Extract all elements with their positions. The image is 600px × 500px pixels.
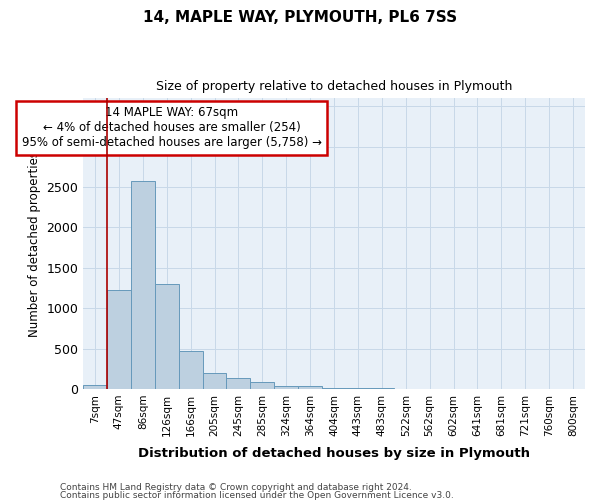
Text: Contains public sector information licensed under the Open Government Licence v3: Contains public sector information licen… xyxy=(60,491,454,500)
Bar xyxy=(298,386,322,389)
Bar xyxy=(83,385,107,389)
Bar xyxy=(179,351,203,389)
Text: Contains HM Land Registry data © Crown copyright and database right 2024.: Contains HM Land Registry data © Crown c… xyxy=(60,484,412,492)
Bar xyxy=(226,378,250,389)
Y-axis label: Number of detached properties: Number of detached properties xyxy=(28,150,41,336)
Text: 14, MAPLE WAY, PLYMOUTH, PL6 7SS: 14, MAPLE WAY, PLYMOUTH, PL6 7SS xyxy=(143,10,457,25)
Text: 14 MAPLE WAY: 67sqm
← 4% of detached houses are smaller (254)
95% of semi-detach: 14 MAPLE WAY: 67sqm ← 4% of detached hou… xyxy=(22,106,322,150)
X-axis label: Distribution of detached houses by size in Plymouth: Distribution of detached houses by size … xyxy=(138,447,530,460)
Bar xyxy=(274,386,298,389)
Bar xyxy=(131,180,155,389)
Bar xyxy=(250,382,274,389)
Bar xyxy=(155,284,179,389)
Bar xyxy=(107,290,131,389)
Title: Size of property relative to detached houses in Plymouth: Size of property relative to detached ho… xyxy=(156,80,512,93)
Bar xyxy=(203,373,226,389)
